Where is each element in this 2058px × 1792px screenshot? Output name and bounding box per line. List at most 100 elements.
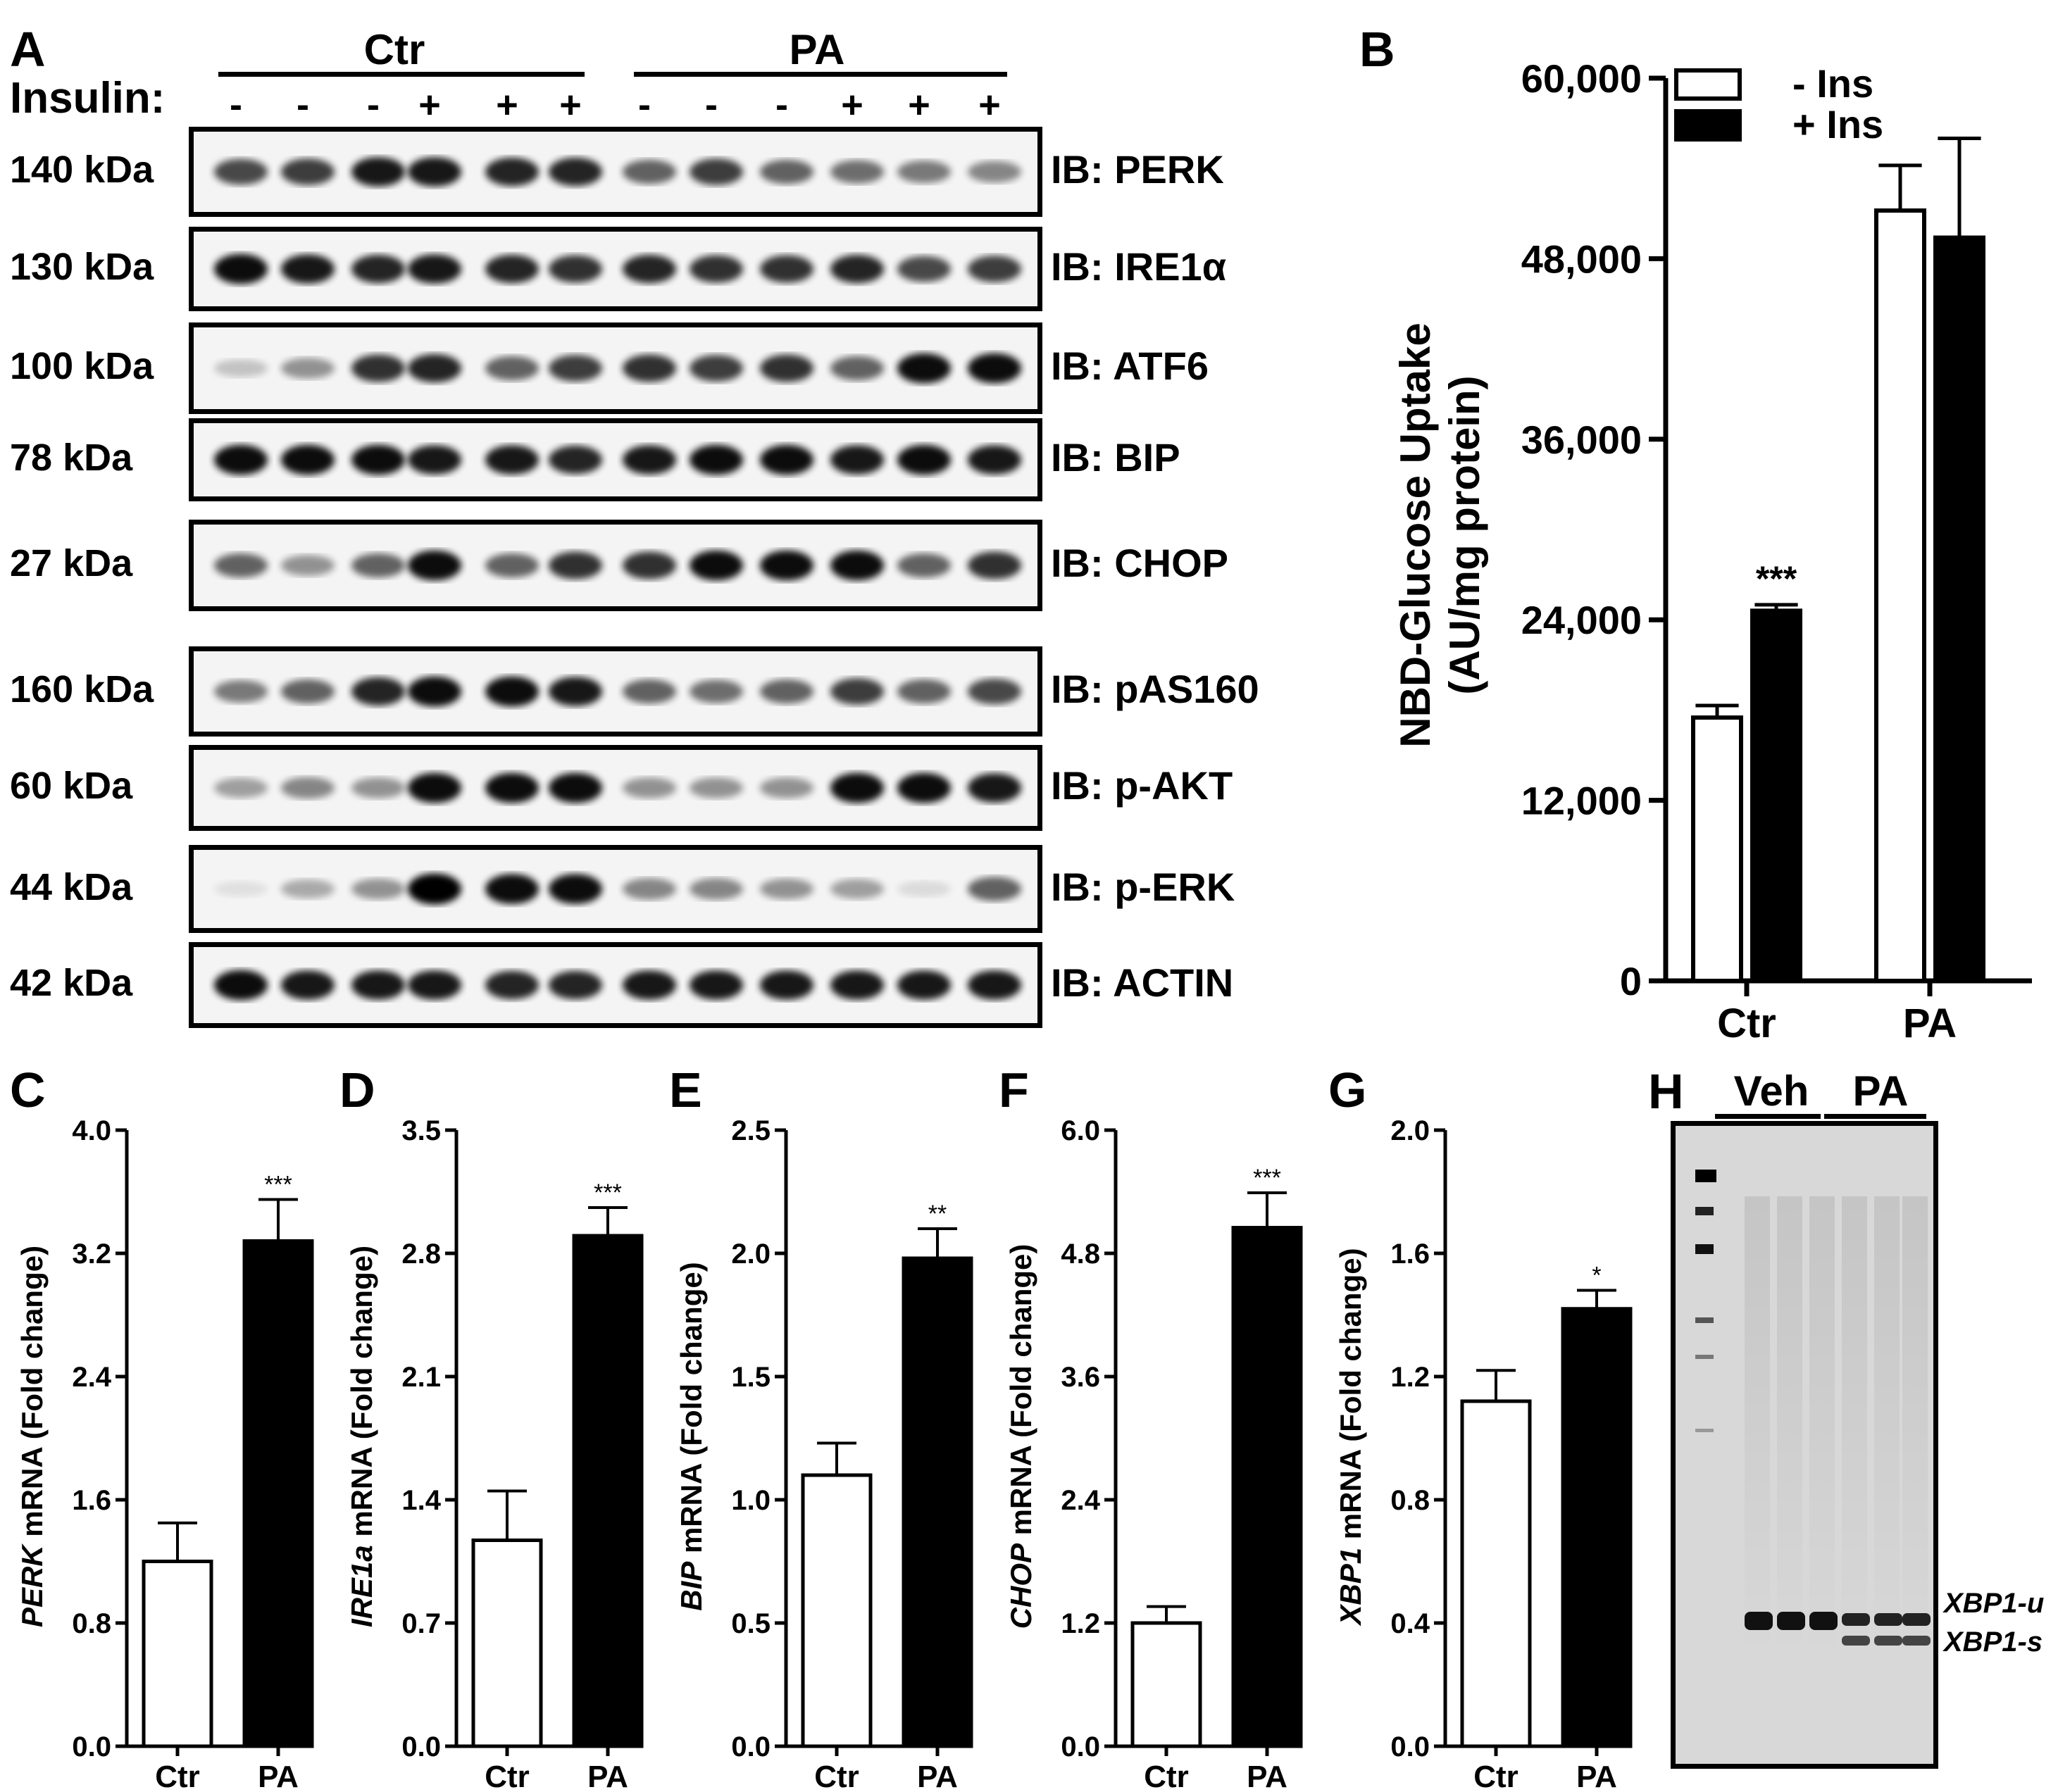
band xyxy=(968,256,1021,282)
insulin-sign-3: - xyxy=(367,84,380,126)
b-legend-label: - Ins xyxy=(1792,61,1873,106)
band xyxy=(897,679,951,704)
band xyxy=(968,445,1021,475)
band xyxy=(485,874,539,904)
group-line-pa xyxy=(634,72,1007,77)
sig-label-F: *** xyxy=(1253,1165,1281,1191)
ylabel-gene-E: BIP xyxy=(675,1561,708,1611)
band xyxy=(830,879,884,899)
insulin-sign-12: + xyxy=(978,84,1001,126)
bar-D xyxy=(572,1234,644,1748)
ib-label-3: IB: ATF6 xyxy=(1051,344,1209,388)
bar-F xyxy=(1231,1226,1303,1748)
band xyxy=(485,970,539,1000)
band xyxy=(351,970,405,1000)
insulin-sign-9: - xyxy=(775,84,788,126)
band xyxy=(281,777,335,799)
band xyxy=(830,550,884,581)
band xyxy=(690,550,743,581)
insulin-sign-11: + xyxy=(908,84,930,126)
band xyxy=(351,777,405,798)
band xyxy=(281,555,335,576)
ib-label-1: IB: PERK xyxy=(1051,147,1224,192)
band xyxy=(760,255,813,283)
band xyxy=(830,970,884,1000)
b-ylabel-line2: (AU/mg protein) xyxy=(1441,375,1488,694)
ib-label-9: IB: ACTIN xyxy=(1051,960,1234,1005)
band xyxy=(830,356,884,381)
band xyxy=(408,550,461,581)
blot-3 xyxy=(189,322,1042,414)
band xyxy=(968,877,1021,901)
tick-label-G: 0.8 xyxy=(1390,1485,1430,1516)
band xyxy=(897,772,951,803)
band xyxy=(830,678,884,705)
b-ylabel-line1: NBD-Glucose Uptake xyxy=(1392,322,1439,747)
ib-label-8: IB: p-ERK xyxy=(1051,864,1235,909)
cat-label-F: Ctr xyxy=(1144,1760,1189,1792)
band xyxy=(485,157,539,187)
ylabel-C: PERK mRNA (Fold change) xyxy=(15,1246,49,1627)
ylabel-text-D: IRE1a mRNA (Fold change) xyxy=(345,1246,378,1627)
band xyxy=(897,161,951,183)
band xyxy=(485,772,539,803)
band xyxy=(549,772,602,803)
band xyxy=(623,679,676,704)
band xyxy=(485,356,539,381)
band xyxy=(214,777,268,798)
ylabel-E: BIP mRNA (Fold change) xyxy=(675,1262,708,1610)
ylabel-text-C: PERK mRNA (Fold change) xyxy=(15,1246,49,1627)
bar-G xyxy=(1460,1399,1532,1748)
tick-label-C: 4.0 xyxy=(72,1115,111,1146)
band xyxy=(408,445,461,475)
band xyxy=(690,878,743,900)
tick-label-D: 1.4 xyxy=(401,1485,441,1516)
band xyxy=(690,255,743,283)
band xyxy=(485,553,539,578)
kda-label-6: 160 kDa xyxy=(10,668,154,710)
b-cat-label: PA xyxy=(1903,1001,1957,1046)
ylabel-rest-C: mRNA (Fold change) xyxy=(15,1246,49,1545)
band xyxy=(281,158,335,185)
sig-label-E: ** xyxy=(928,1201,947,1227)
ylabel-gene-G: XBP1 xyxy=(1334,1548,1367,1627)
band xyxy=(968,353,1021,384)
tick-label-G: 0.0 xyxy=(1390,1731,1430,1762)
band xyxy=(830,254,884,284)
b-legend-label: + Ins xyxy=(1792,102,1883,146)
tick-label-F: 0.0 xyxy=(1061,1731,1100,1762)
band xyxy=(485,445,539,475)
blot-6 xyxy=(189,646,1042,737)
band xyxy=(549,677,602,706)
band xyxy=(549,551,602,579)
panel-b-letter: B xyxy=(1359,22,1395,77)
band xyxy=(760,679,813,704)
band xyxy=(690,679,743,703)
b-tick-label: 24,000 xyxy=(1521,598,1642,642)
blot-4 xyxy=(189,418,1042,501)
band xyxy=(690,158,743,185)
tick-label-C: 1.6 xyxy=(72,1485,111,1516)
band xyxy=(408,873,461,905)
blot-1 xyxy=(189,127,1042,217)
blot-7 xyxy=(189,745,1042,831)
ylabel-text-E: BIP mRNA (Fold change) xyxy=(675,1262,708,1610)
panel-c-letter: C xyxy=(10,1063,46,1117)
b-sig-label: *** xyxy=(1756,559,1797,599)
panel-a-letter: A xyxy=(10,22,46,77)
band xyxy=(760,878,813,900)
band xyxy=(897,353,951,384)
b-bar xyxy=(1874,208,1926,984)
band xyxy=(968,970,1021,1000)
kda-label-2: 130 kDa xyxy=(10,246,154,288)
b-tick-label: 36,000 xyxy=(1521,418,1642,462)
insulin-sign-8: - xyxy=(705,84,718,126)
dna-ladder xyxy=(1695,1170,1716,1432)
band xyxy=(549,970,602,1000)
ylabel-gene-F: CHOP xyxy=(1004,1543,1037,1629)
kda-label-9: 42 kDa xyxy=(10,962,133,1004)
band xyxy=(351,354,405,382)
blot-9 xyxy=(189,942,1042,1028)
